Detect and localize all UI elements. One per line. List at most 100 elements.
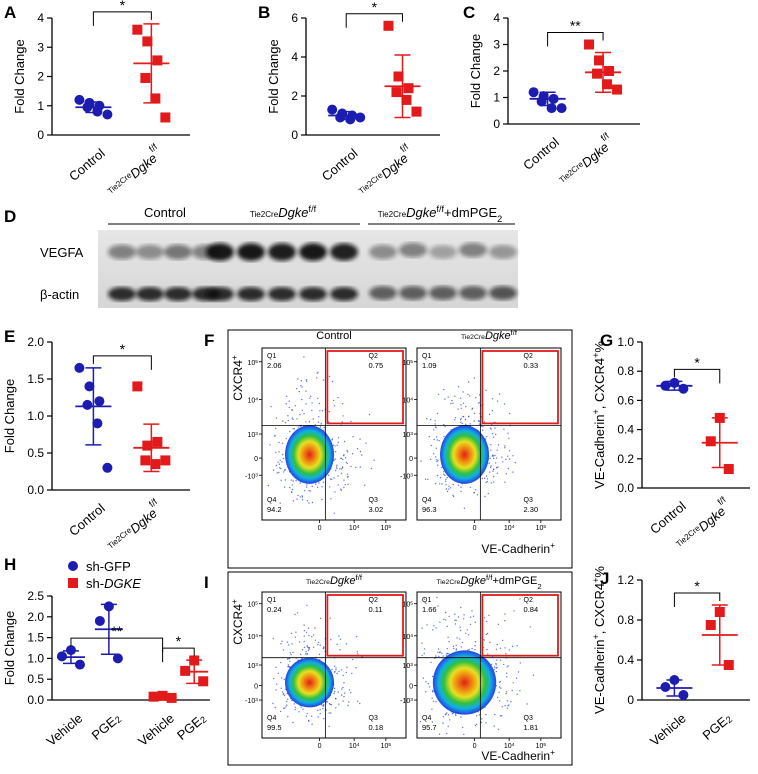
text-part: + [591, 409, 601, 414]
text-part: Fold Change [2, 379, 17, 453]
event-dot [446, 625, 448, 628]
text-part: % [592, 341, 607, 353]
event-dot [498, 686, 501, 688]
y-axis-label: CXCR4+ [229, 599, 245, 645]
event-dot [333, 665, 336, 667]
y-tick-label: 0.8 [617, 364, 634, 378]
event-dot [318, 416, 320, 418]
event-dot [272, 469, 275, 471]
quadrant-value: 0.75 [369, 361, 384, 370]
event-dot [278, 471, 280, 474]
density-core [432, 650, 497, 715]
y-tick-label: 0.0 [617, 481, 634, 495]
x-tick-label: 105 [536, 524, 547, 533]
y-tick-label: 105 [247, 358, 258, 367]
event-dot [496, 449, 498, 451]
x-axis-label: VE-Cadherin+ [481, 540, 555, 556]
event-dot [436, 460, 438, 463]
event-dot [449, 719, 451, 721]
text-part: CXCR4 [231, 360, 245, 401]
event-dot [446, 490, 449, 493]
event-dot [309, 397, 311, 399]
event-dot [284, 479, 287, 481]
text-part: sh-GFP [86, 559, 131, 574]
significance-bracket [673, 592, 721, 607]
y-tick-label: 0 [254, 456, 258, 463]
event-dot [306, 500, 309, 502]
event-dot [299, 482, 301, 484]
event-dot [282, 458, 285, 460]
event-dot [340, 694, 343, 696]
event-dot [445, 484, 447, 486]
event-dot [336, 464, 338, 466]
event-dot [359, 466, 361, 468]
panel-letter: D [4, 207, 16, 226]
event-dot [433, 429, 435, 431]
text-part: f/f [486, 573, 493, 582]
event-dot [494, 427, 496, 429]
event-dot [454, 619, 456, 621]
quadrant-value: 0.33 [524, 361, 539, 370]
event-dot [339, 468, 341, 470]
event-dot [316, 486, 319, 488]
y-tick-label: 0 [493, 117, 500, 131]
blot-band [489, 244, 517, 260]
event-dot [486, 620, 488, 623]
event-dot [317, 709, 319, 712]
event-dot [511, 689, 513, 692]
event-dot [433, 438, 435, 441]
event-dot [510, 701, 512, 703]
event-dot [298, 641, 301, 643]
event-dot [288, 400, 290, 402]
point [112, 653, 123, 664]
event-dot [340, 472, 343, 475]
text-part: 4 [255, 396, 258, 402]
event-dot [342, 415, 344, 417]
text-part: Dgke [378, 150, 411, 181]
event-dot [335, 707, 337, 709]
event-dot [496, 659, 498, 661]
event-dot [356, 700, 359, 702]
event-dot [330, 712, 332, 714]
event-dot [436, 474, 439, 477]
x-tick-label: 104 [504, 524, 515, 533]
event-dot [298, 390, 300, 393]
text-part: Fold Change [12, 39, 27, 113]
event-dot [447, 636, 449, 638]
y-tick-label: 6 [291, 11, 298, 25]
point [411, 106, 422, 117]
event-dot [303, 356, 305, 358]
event-dot [444, 398, 446, 400]
event-dot [435, 427, 437, 429]
text-part: Control [316, 330, 351, 342]
event-dot [346, 451, 349, 453]
event-dot [532, 674, 535, 676]
event-dot [468, 381, 470, 383]
event-dot [278, 463, 281, 465]
event-dot [434, 482, 437, 485]
y-tick-label: 105 [247, 600, 258, 609]
event-dot [490, 663, 493, 666]
x-tick-label: Control [319, 145, 361, 183]
text-part: Dgke [127, 150, 160, 181]
event-dot [305, 486, 308, 488]
event-dot [506, 672, 508, 674]
y-tick-label: 2 [37, 70, 44, 84]
event-dot [455, 714, 457, 717]
event-dot [485, 481, 487, 484]
quadrant-value: 99.5 [267, 723, 282, 732]
text-part: 3 [255, 662, 258, 668]
event-dot [329, 478, 332, 480]
x-tick-label: Control [520, 134, 562, 172]
event-dot [298, 711, 300, 713]
event-dot [287, 644, 290, 646]
plot-frame [261, 591, 407, 739]
event-dot [275, 417, 278, 419]
event-dot [497, 728, 500, 731]
event-dot [274, 435, 276, 437]
event-dot [311, 723, 313, 725]
event-dot [485, 722, 487, 724]
event-dot [291, 484, 293, 486]
text-part: sh- [86, 576, 104, 591]
text-part: 10 [402, 663, 410, 670]
